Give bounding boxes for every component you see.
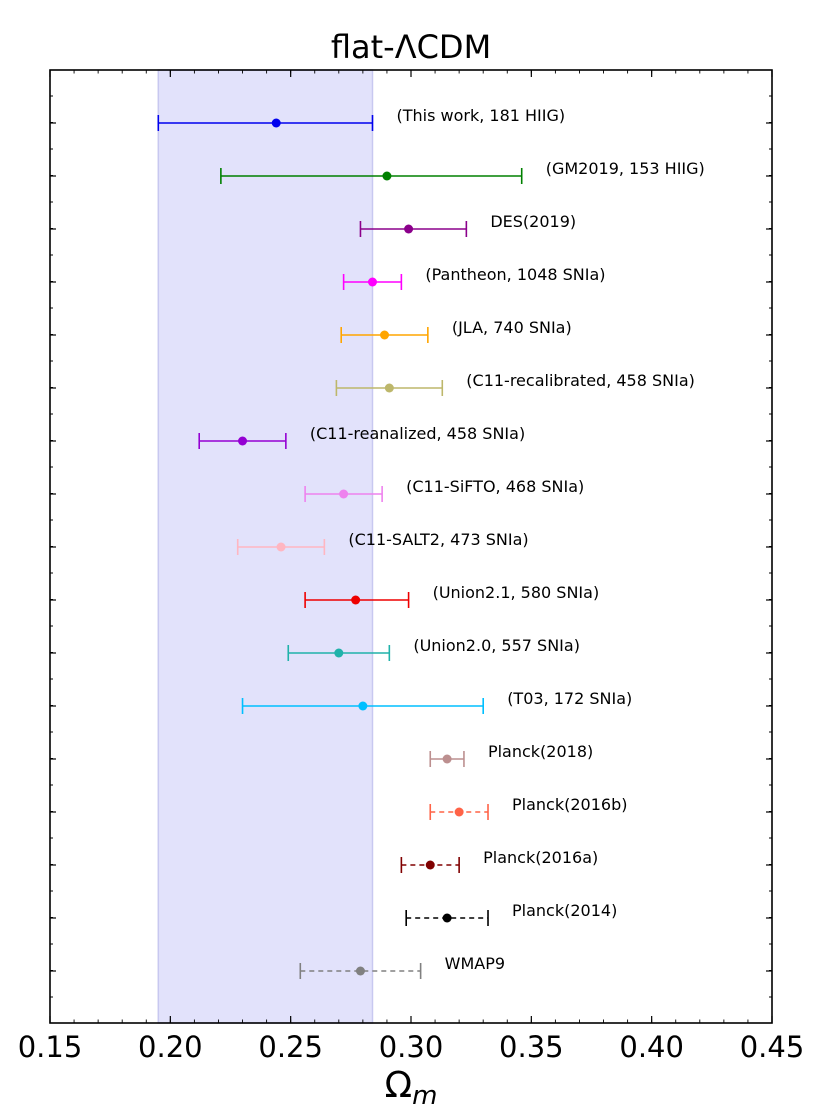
point-label: DES(2019)	[490, 212, 576, 231]
x-tick-label: 0.20	[138, 1030, 203, 1064]
point-label: (Union2.1, 580 SNIa)	[433, 583, 600, 602]
data-point-marker	[404, 224, 414, 234]
x-tick-label: 0.25	[258, 1030, 323, 1064]
data-point-group: Planck(2018)	[429, 742, 593, 767]
point-label: Planck(2016a)	[483, 848, 598, 867]
data-point-group: (GM2019, 153 HIIG)	[220, 159, 705, 184]
x-axis-label-sub: m	[412, 1081, 437, 1111]
data-point-group: (C11-SALT2, 473 SNIa)	[236, 530, 529, 555]
data-point-group: Planck(2014)	[405, 901, 617, 926]
data-point-marker	[334, 648, 344, 658]
point-label: (T03, 172 SNIa)	[507, 689, 632, 708]
data-point-marker	[380, 330, 390, 340]
data-point-group: WMAP9	[299, 954, 505, 979]
data-point-marker	[382, 171, 392, 181]
data-point-marker	[454, 807, 464, 817]
data-point-marker	[384, 383, 394, 393]
point-label: (JLA, 740 SNIa)	[452, 318, 572, 337]
data-point-marker	[351, 595, 361, 605]
x-tick-label: 0.30	[379, 1030, 444, 1064]
point-label: Planck(2018)	[488, 742, 593, 761]
data-point-marker	[238, 436, 248, 446]
point-label: Planck(2016b)	[512, 795, 627, 814]
point-label: (This work, 181 HIIG)	[396, 106, 565, 125]
data-point-group: (JLA, 740 SNIa)	[340, 318, 572, 343]
x-tick-label: 0.35	[499, 1030, 564, 1064]
data-point-group: Planck(2016b)	[429, 795, 627, 820]
point-label: (C11-SALT2, 473 SNIa)	[348, 530, 528, 549]
point-label: (Union2.0, 557 SNIa)	[413, 636, 580, 655]
data-point-group: (T03, 172 SNIa)	[241, 689, 632, 714]
data-point-marker	[271, 118, 281, 128]
data-point-group: (C11-SiFTO, 468 SNIa)	[304, 477, 584, 502]
point-label: (GM2019, 153 HIIG)	[546, 159, 705, 178]
data-point-marker	[442, 913, 452, 923]
point-label: (C11-recalibrated, 458 SNIa)	[466, 371, 695, 390]
data-point-group: (Pantheon, 1048 SNIa)	[342, 265, 606, 290]
x-tick-label: 0.15	[18, 1030, 83, 1064]
data-point-group: (Union2.0, 557 SNIa)	[287, 636, 580, 661]
data-point-marker	[442, 754, 452, 764]
point-label: Planck(2014)	[512, 901, 617, 920]
data-point-marker	[339, 489, 349, 499]
point-label: WMAP9	[445, 954, 505, 973]
point-label: (C11-reanalized, 458 SNIa)	[310, 424, 525, 443]
data-point-marker	[425, 860, 435, 870]
x-axis-label-main: Ω	[385, 1065, 413, 1106]
data-point-group: (C11-recalibrated, 458 SNIa)	[335, 371, 695, 396]
data-point-marker	[276, 542, 286, 552]
data-point-group: (C11-reanalized, 458 SNIa)	[198, 424, 525, 449]
point-label: (C11-SiFTO, 468 SNIa)	[406, 477, 584, 496]
data-point-marker	[367, 277, 377, 287]
x-tick-label: 0.40	[619, 1030, 684, 1064]
data-point-group: DES(2019)	[359, 212, 576, 237]
data-point-group: Planck(2016a)	[400, 848, 598, 873]
x-tick-label: 0.45	[740, 1030, 805, 1064]
x-axis-label: Ωm	[385, 1065, 438, 1111]
data-point-marker	[358, 701, 368, 711]
data-point-group: (Union2.1, 580 SNIa)	[304, 583, 600, 608]
data-point-group: (This work, 181 HIIG)	[157, 106, 565, 131]
data-point-marker	[355, 966, 365, 976]
chart-title: flat-ΛCDM	[331, 28, 491, 66]
point-label: (Pantheon, 1048 SNIa)	[425, 265, 605, 284]
